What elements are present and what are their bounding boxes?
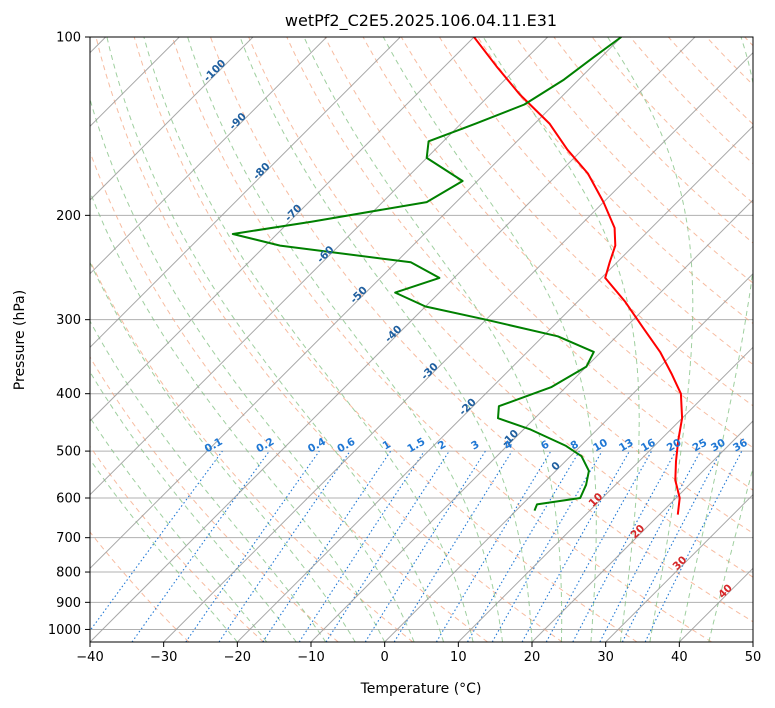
- mixing-ratio-line: [185, 450, 320, 642]
- isotherm: [163, 51, 753, 642]
- dry-adiabat: [90, 356, 339, 642]
- y-tick-label: 800: [56, 566, 81, 581]
- y-tick-label: 1000: [48, 623, 81, 638]
- isotherm: [236, 125, 753, 642]
- dry-adiabat: [400, 37, 753, 407]
- y-axis-label: Pressure (hPa): [12, 290, 28, 390]
- y-tick-label: 500: [56, 445, 81, 460]
- x-tick-label: −40: [76, 650, 103, 665]
- profile-series: [231, 37, 684, 515]
- mixing-ratio-line: [218, 450, 351, 642]
- y-tick-label: 700: [56, 531, 81, 546]
- x-tick-label: 40: [671, 650, 688, 665]
- y-tick-label: 900: [56, 596, 81, 611]
- dry-adiabat: [133, 37, 638, 642]
- dry-adiabat: [90, 531, 190, 642]
- dry-adiabat: [286, 37, 753, 534]
- mixing-ratio-line: [521, 450, 630, 642]
- mixing-ratio-line: [644, 450, 743, 642]
- dry-adiabat: [438, 37, 753, 366]
- mixing-ratio-line: [90, 450, 223, 632]
- plot-area: -100-90-80-70-60-50-40-30-20-1000.1 0.2 0.…: [90, 37, 753, 642]
- moist-adiabats: [90, 37, 753, 642]
- moist-adiabat: [303, 37, 563, 642]
- isotherm: [90, 37, 622, 570]
- chart-title: wetPf2_C2E5.2025.106.04.11.E31: [285, 11, 557, 31]
- y-axis-ticks: 100 200 300 400 500 600 700 800 900 1000: [48, 31, 90, 638]
- x-tick-label: 0: [381, 650, 389, 665]
- moist-adiabat: [187, 37, 503, 642]
- dry-adiabat: [210, 37, 753, 623]
- dry-adiabat: [90, 259, 414, 642]
- x-axis-label: Temperature (°C): [360, 681, 482, 697]
- mixing-ratio-lines: [90, 450, 743, 642]
- isotherm: [90, 37, 696, 642]
- moist-adiabat: [90, 190, 386, 642]
- isotherm: [90, 37, 254, 201]
- x-tick-label: 30: [597, 650, 614, 665]
- x-tick-label: −30: [150, 650, 177, 665]
- isotherm: [457, 346, 753, 642]
- moist-adiabat: [143, 37, 474, 642]
- dry-adiabat: [324, 37, 753, 491]
- temperature-profile-line: [473, 37, 684, 515]
- dry-adiabats: [90, 37, 753, 642]
- y-tick-label: 200: [56, 209, 81, 224]
- mixing-ratio-line: [131, 450, 270, 642]
- mixing-ratio-line: [393, 450, 513, 642]
- y-tick-label: 300: [56, 313, 81, 328]
- moist-adiabat: [482, 37, 640, 642]
- moist-adiabat: [90, 370, 297, 642]
- x-axis-ticks: −40 −30 −20 −10 0 10 20 30 40 50: [76, 642, 761, 665]
- mixing-ratio-line: [572, 450, 677, 642]
- moist-adiabat: [382, 37, 597, 642]
- x-tick-label: 20: [524, 650, 541, 665]
- mixing-ratio-line: [545, 450, 653, 642]
- mixing-ratio-line: [262, 450, 392, 642]
- x-tick-label: −10: [297, 650, 324, 665]
- dry-adiabat: [248, 37, 753, 578]
- moist-adiabat: [90, 416, 268, 642]
- y-tick-label: 400: [56, 387, 81, 402]
- moist-adiabat: [90, 458, 238, 642]
- x-tick-label: −20: [224, 650, 251, 665]
- y-tick-label: 600: [56, 492, 81, 507]
- x-tick-label: 50: [745, 650, 762, 665]
- isotherm: [90, 37, 328, 275]
- mixing-ratio-line: [325, 450, 450, 642]
- isotherm: [90, 37, 475, 422]
- mixing-ratio-line: [298, 450, 425, 642]
- moist-adiabat: [607, 37, 694, 642]
- dewpoint-profile-line: [231, 37, 622, 511]
- plot-frame: [89, 36, 754, 643]
- dry-adiabat: [95, 37, 563, 642]
- y-tick-label: 100: [56, 31, 81, 46]
- pressure-gridlines: [90, 37, 753, 630]
- moist-adiabat: [90, 261, 356, 642]
- isotherm: [310, 199, 753, 642]
- isotherm: [531, 420, 753, 642]
- isotherms: [90, 37, 753, 642]
- isotherm: [384, 272, 753, 642]
- x-tick-label: 10: [450, 650, 467, 665]
- isotherm: [90, 37, 401, 349]
- isotherm: [605, 493, 753, 642]
- isotherm: [90, 37, 549, 496]
- moist-adiabat: [239, 37, 533, 642]
- moist-adiabat: [106, 37, 445, 642]
